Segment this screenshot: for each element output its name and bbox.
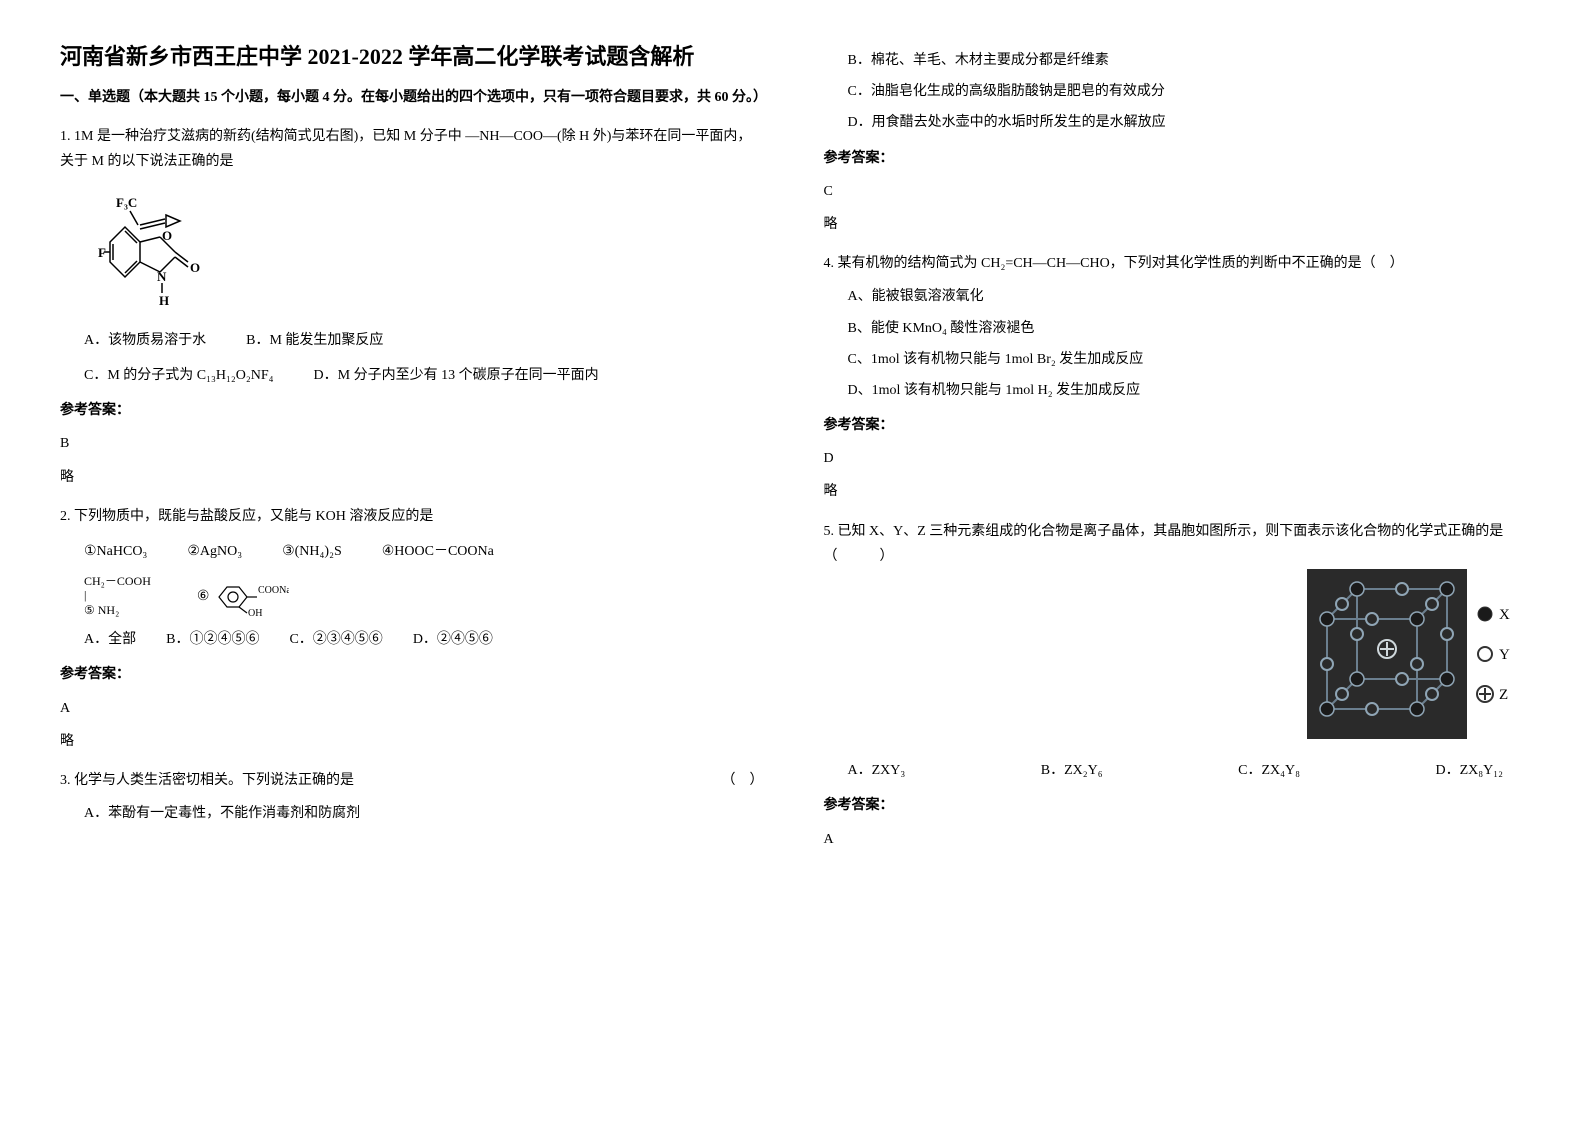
q2-item6-structure-icon: COONa OH [209, 575, 289, 617]
svg-text:COONa: COONa [258, 585, 289, 596]
question-5: 5. 已知 X、Y、Z 三种元素组成的化合物是离子晶体，其晶胞如图所示，则下面表… [824, 519, 1528, 784]
q4-text: 4. 某有机物的结构简式为 CH₂=CH—CH—CHO，下列对其化学性质的判断中… [824, 251, 1528, 276]
q1-options-cd: C．M 的分子式为 C₁₃H₁₂O₂NF₄ D．M 分子内至少有 13 个碳原子… [60, 363, 764, 388]
q4-optD: D、1mol 该有机物只能与 1mol H₂ 发生加成反应 [848, 378, 1528, 403]
q1-optC: C．M 的分子式为 C₁₃H₁₂O₂NF₄ [84, 363, 274, 388]
svg-text:OH: OH [248, 608, 262, 617]
page-title: 河南省新乡市西王庄中学 2021-2022 学年高二化学联考试题含解析 [60, 40, 764, 73]
q2-item4: ④HOOC－COONa [382, 539, 494, 564]
q2-item5-mid: | [84, 588, 86, 602]
page-container: 河南省新乡市西王庄中学 2021-2022 学年高二化学联考试题含解析 一、单选… [60, 40, 1527, 852]
q5-optA: A．ZXY₃ [848, 758, 906, 783]
q5-choices: A．ZXY₃ B．ZX₂Y₆ C．ZX₄Y₈ D．ZX₈Y₁₂ [824, 758, 1528, 783]
svg-text:N: N [157, 269, 167, 284]
q1-text: 1. 1M 是一种治疗艾滋病的新药(结构简式见右图)，已知 M 分子中 —NH—… [60, 124, 764, 174]
q5-optC: C．ZX₄Y₈ [1238, 758, 1300, 783]
q2-optD: D．②④⑤⑥ [413, 627, 493, 652]
section-1-header: 一、单选题（本大题共 15 个小题，每小题 4 分。在每小题给出的四个选项中，只… [60, 85, 764, 110]
q4-optA: A、能被银氨溶液氧化 [848, 284, 1528, 309]
q3-text: 3. 化学与人类生活密切相关。下列说法正确的是 （ ） [60, 768, 764, 793]
q5-optB: B．ZX₂Y₆ [1041, 758, 1103, 783]
q2-answer: A [60, 696, 764, 721]
q4-optB: B、能使 KMnO₄ 酸性溶液褪色 [848, 316, 1528, 341]
q2-item5-struct: CH₂－COOH | ⑤ NH₂ [84, 574, 151, 617]
q5-answer: A [824, 827, 1528, 852]
q2-answer-label: 参考答案： [60, 662, 764, 687]
question-1: 1. 1M 是一种治疗艾滋病的新药(结构简式见右图)，已知 M 分子中 —NH—… [60, 124, 764, 388]
q2-item5: CH₂－COOH | ⑤ NH₂ [84, 574, 157, 617]
q3-optD: D．用食醋去处水壶中的水垢时所发生的是水解放应 [848, 110, 1528, 135]
q1-optD: D．M 分子内至少有 13 个碳原子在同一平面内 [314, 363, 599, 388]
q2-item2: ②AgNO₃ [187, 539, 242, 564]
q1-options-ab: A．该物质易溶于水 B．M 能发生加聚反应 [60, 328, 764, 353]
right-column: B．棉花、羊毛、木材主要成分都是纤维素 C．油脂皂化生成的高级脂肪酸钠是肥皂的有… [824, 40, 1528, 852]
q1-optA: A．该物质易溶于水 [84, 328, 206, 353]
q3-options-left: A．苯酚有一定毒性，不能作消毒剂和防腐剂 [60, 801, 764, 826]
q2-items-row1: ①NaHCO₃ ②AgNO₃ ③(NH₄)₂S ④HOOC－COONa [60, 539, 764, 564]
q2-optA: A．全部 [84, 627, 136, 652]
left-column: 河南省新乡市西王庄中学 2021-2022 学年高二化学联考试题含解析 一、单选… [60, 40, 764, 852]
question-3: 3. 化学与人类生活密切相关。下列说法正确的是 （ ） A．苯酚有一定毒性，不能… [60, 768, 764, 826]
q3-answer: C [824, 179, 1528, 204]
svg-text:O: O [162, 228, 172, 243]
q2-item6-label: ⑥ [197, 584, 210, 609]
svg-text:F₃C: F₃C [116, 195, 137, 210]
molecule-structure-figure: F F₃C [80, 187, 764, 316]
q3-optB: B．棉花、羊毛、木材主要成分都是纤维素 [848, 48, 1528, 73]
q2-item6: ⑥ COONa OH [197, 575, 290, 617]
question-4: 4. 某有机物的结构简式为 CH₂=CH—CH—CHO，下列对其化学性质的判断中… [824, 251, 1528, 403]
q4-answer-label: 参考答案： [824, 413, 1528, 438]
q1-answer-note: 略 [60, 465, 764, 490]
q1-optB: B．M 能发生加聚反应 [246, 328, 383, 353]
q3-options-right: B．棉花、羊毛、木材主要成分都是纤维素 C．油脂皂化生成的高级脂肪酸钠是肥皂的有… [824, 48, 1528, 136]
q2-text: 2. 下列物质中，既能与盐酸反应，又能与 KOH 溶液反应的是 [60, 504, 764, 529]
q2-item5-bot: ⑤ NH₂ [84, 603, 119, 617]
svg-text:H: H [159, 293, 169, 307]
q2-optC: C．②③④⑤⑥ [289, 627, 382, 652]
q2-item5-top: CH₂－COOH [84, 574, 151, 588]
q2-answer-note: 略 [60, 729, 764, 754]
q4-answer-note: 略 [824, 479, 1528, 504]
q5-optD: D．ZX₈Y₁₂ [1435, 758, 1503, 783]
q5-text: 5. 已知 X、Y、Z 三种元素组成的化合物是离子晶体，其晶胞如图所示，则下面表… [824, 519, 1528, 569]
q2-optB: B．①②④⑤⑥ [166, 627, 259, 652]
q4-answer: D [824, 446, 1528, 471]
q4-options: A、能被银氨溶液氧化 B、能使 KMnO₄ 酸性溶液褪色 C、1mol 该有机物… [824, 284, 1528, 403]
legend-x: X [1499, 607, 1510, 623]
q5-answer-label: 参考答案： [824, 793, 1528, 818]
q3-answer-label: 参考答案： [824, 146, 1528, 171]
q4-optC: C、1mol 该有机物只能与 1mol Br₂ 发生加成反应 [848, 347, 1528, 372]
svg-text:O: O [190, 260, 200, 275]
q3-text-main: 3. 化学与人类生活密切相关。下列说法正确的是 [60, 768, 354, 793]
q2-item3: ③(NH₄)₂S [282, 539, 342, 564]
crystal-unit-cell-figure: X Y Z [1307, 569, 1527, 748]
legend-y: Y [1499, 647, 1510, 663]
q3-blank: （ ） [722, 768, 764, 793]
question-2: 2. 下列物质中，既能与盐酸反应，又能与 KOH 溶液反应的是 ①NaHCO₃ … [60, 504, 764, 653]
q3-answer-note: 略 [824, 212, 1528, 237]
q3-optC: C．油脂皂化生成的高级脂肪酸钠是肥皂的有效成分 [848, 79, 1528, 104]
legend-z: Z [1499, 687, 1508, 703]
q2-choices: A．全部 B．①②④⑤⑥ C．②③④⑤⑥ D．②④⑤⑥ [60, 627, 764, 652]
q3-optA: A．苯酚有一定毒性，不能作消毒剂和防腐剂 [84, 801, 764, 826]
q2-items-row2: CH₂－COOH | ⑤ NH₂ ⑥ COONa [60, 574, 764, 617]
q1-answer-label: 参考答案： [60, 398, 764, 423]
q2-item1: ①NaHCO₃ [84, 539, 147, 564]
q1-answer: B [60, 431, 764, 456]
